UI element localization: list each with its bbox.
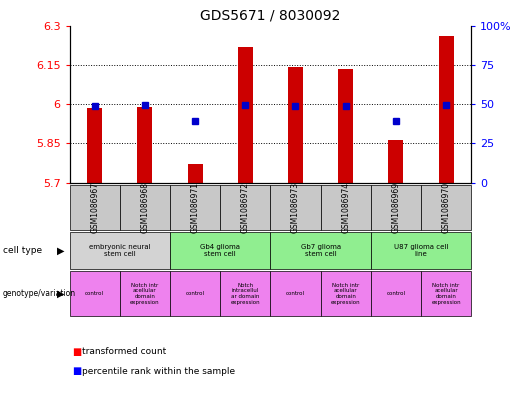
Bar: [338, 69, 353, 183]
Bar: [388, 140, 403, 183]
Text: Gb4 glioma
stem cell: Gb4 glioma stem cell: [200, 244, 240, 257]
Title: GDS5671 / 8030092: GDS5671 / 8030092: [200, 9, 340, 23]
Text: GSM1086971: GSM1086971: [191, 182, 199, 233]
Text: Notch intr
acellular
domain
expression: Notch intr acellular domain expression: [130, 283, 160, 305]
Text: control: control: [286, 291, 305, 296]
Text: genotype/variation: genotype/variation: [3, 289, 76, 298]
Text: transformed count: transformed count: [82, 347, 167, 356]
Text: cell type: cell type: [3, 246, 42, 255]
Text: Notch intr
acellular
domain
expression: Notch intr acellular domain expression: [431, 283, 461, 305]
Text: GSM1086970: GSM1086970: [442, 182, 451, 233]
Bar: [238, 46, 253, 183]
Text: control: control: [185, 291, 204, 296]
Text: GSM1086968: GSM1086968: [141, 182, 149, 233]
Bar: [288, 68, 303, 183]
Text: Notch intr
acellular
domain
expression: Notch intr acellular domain expression: [331, 283, 360, 305]
Bar: [138, 107, 152, 183]
Text: ■: ■: [72, 347, 81, 357]
Text: ■: ■: [72, 366, 81, 376]
Text: ▶: ▶: [57, 289, 64, 299]
Text: embryonic neural
stem cell: embryonic neural stem cell: [89, 244, 150, 257]
Text: U87 glioma cell
line: U87 glioma cell line: [394, 244, 448, 257]
Text: percentile rank within the sample: percentile rank within the sample: [82, 367, 235, 376]
Bar: [439, 36, 454, 183]
Text: control: control: [85, 291, 104, 296]
Text: GSM1086972: GSM1086972: [241, 182, 250, 233]
Text: Notch
intracellul
ar domain
expression: Notch intracellul ar domain expression: [230, 283, 260, 305]
Text: control: control: [386, 291, 405, 296]
Text: ▶: ▶: [57, 246, 64, 255]
Bar: [87, 108, 102, 183]
Text: Gb7 glioma
stem cell: Gb7 glioma stem cell: [301, 244, 340, 257]
Text: GSM1086974: GSM1086974: [341, 182, 350, 233]
Text: GSM1086969: GSM1086969: [391, 182, 400, 233]
Text: GSM1086967: GSM1086967: [90, 182, 99, 233]
Bar: [187, 164, 202, 183]
Text: GSM1086973: GSM1086973: [291, 182, 300, 233]
